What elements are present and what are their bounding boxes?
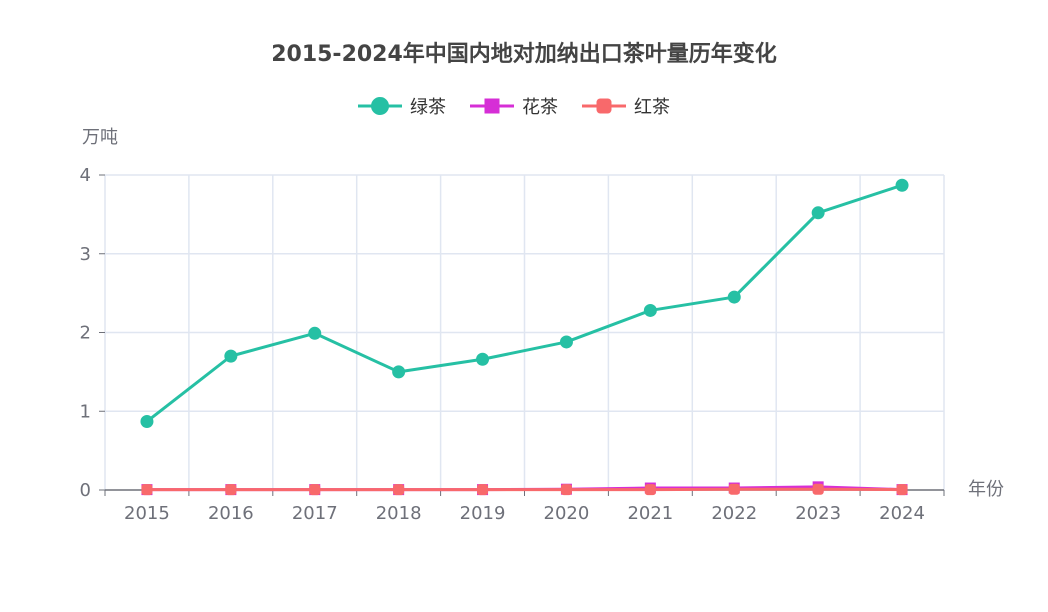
axes: 0 1 2 3 4 2015 2016 2017 2018 2019 2020 2021 2022 202… (80, 165, 945, 524)
series-layer (140, 178, 909, 496)
data-point[interactable] (559, 335, 573, 349)
data-point[interactable] (643, 303, 657, 317)
legend-item[interactable]: 红茶 (582, 97, 670, 118)
data-point[interactable] (560, 484, 572, 496)
y-tick-label: 0 (80, 480, 91, 501)
legend-label: 绿茶 (410, 97, 446, 118)
data-point[interactable] (727, 290, 741, 304)
series-line (146, 183, 903, 423)
data-point[interactable] (224, 349, 238, 363)
x-tick-label: 2024 (879, 503, 925, 524)
data-point[interactable] (392, 365, 406, 379)
data-point[interactable] (812, 483, 824, 495)
x-tick-label: 2017 (292, 503, 338, 524)
y-axis-label: 万吨 (82, 127, 118, 148)
legend-label: 红茶 (634, 97, 670, 118)
data-point[interactable] (141, 484, 153, 496)
data-point[interactable] (477, 484, 489, 496)
x-tick-label: 2021 (627, 503, 673, 524)
data-point[interactable] (308, 326, 322, 340)
x-tick-label: 2016 (208, 503, 254, 524)
x-tick-label: 2018 (376, 503, 422, 524)
x-axis-label: 年份 (968, 479, 1004, 500)
data-point[interactable] (895, 178, 909, 192)
y-tick-label: 3 (80, 244, 91, 265)
x-tick-label: 2019 (460, 503, 506, 524)
legend-swatch-marker (371, 97, 389, 115)
data-point[interactable] (393, 484, 405, 496)
data-point[interactable] (811, 206, 825, 220)
x-tick-label: 2020 (544, 503, 590, 524)
x-tick-label: 2015 (124, 503, 170, 524)
x-tick-label: 2022 (711, 503, 757, 524)
data-point[interactable] (896, 484, 908, 496)
legend-item[interactable]: 花茶 (470, 97, 558, 118)
data-point[interactable] (728, 483, 740, 495)
data-point[interactable] (309, 484, 321, 496)
legend-swatch-marker (596, 98, 612, 114)
legend-swatch-marker (484, 98, 500, 114)
legend-label: 花茶 (522, 97, 558, 118)
data-point[interactable] (644, 484, 656, 496)
data-point[interactable] (225, 484, 237, 496)
series-3 (141, 483, 908, 496)
series-1 (140, 178, 909, 428)
data-point[interactable] (476, 352, 490, 366)
data-point[interactable] (140, 414, 154, 428)
legend-item[interactable]: 绿茶 (358, 97, 446, 118)
chart-title: 2015-2024年中国内地对加纳出口茶叶量历年变化 (271, 41, 777, 67)
legend[interactable]: 绿茶 花茶 红茶 (358, 97, 670, 118)
y-tick-label: 4 (80, 165, 91, 186)
y-tick-label: 2 (80, 323, 91, 344)
y-tick-label: 1 (80, 401, 91, 422)
grid (104, 174, 945, 490)
x-tick-label: 2023 (795, 503, 841, 524)
